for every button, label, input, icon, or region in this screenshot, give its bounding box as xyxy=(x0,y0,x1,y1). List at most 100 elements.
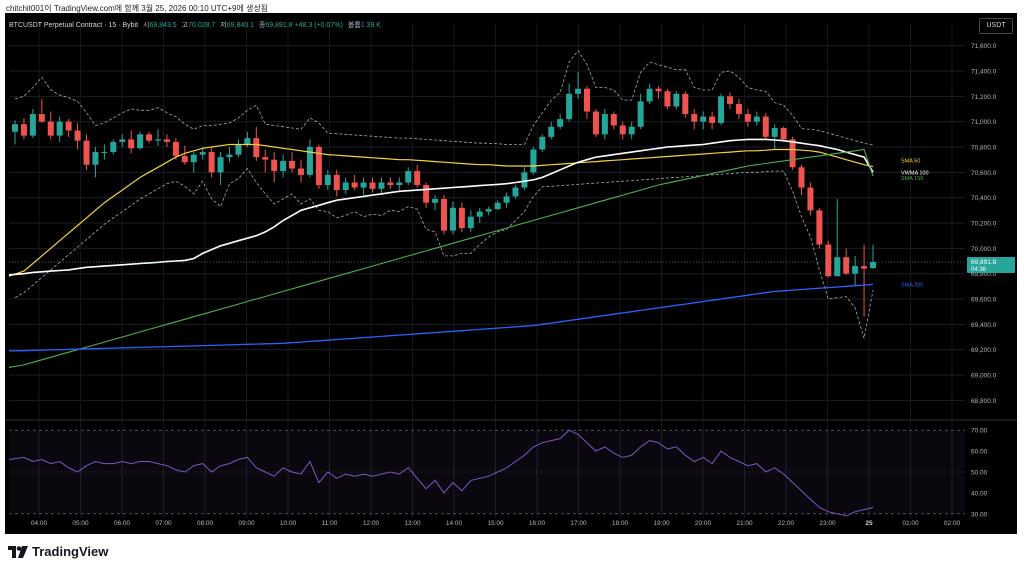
candle-body xyxy=(816,210,823,245)
volume-label: 볼륨 xyxy=(347,22,361,29)
price-tick-label: 69,200.0 xyxy=(971,347,997,354)
candle-body xyxy=(271,159,278,172)
time-tick-label: 10:00 xyxy=(280,520,297,527)
close-value: 69,891.8 xyxy=(265,22,293,29)
time-tick-label: 20:00 xyxy=(695,520,712,527)
candle-body xyxy=(566,93,573,120)
chart-svg[interactable]: 71,600.0 71,400.0 71,200.0 71,000.0 70,800.0… xyxy=(5,13,1017,534)
ma-label-sma300: SMA 300 xyxy=(901,282,923,288)
candle-body xyxy=(155,139,161,141)
time-tick-label: 05:00 xyxy=(72,520,89,527)
candle-body xyxy=(458,207,465,229)
rsi-tick-label: 60.00 xyxy=(971,449,988,456)
candle-body xyxy=(110,141,117,153)
low-label: 저 xyxy=(220,22,227,29)
candle-body xyxy=(56,121,63,136)
rsi-tick-label: 30.00 xyxy=(971,511,988,518)
candle-body xyxy=(315,147,322,185)
price-tick-label: 69,600.0 xyxy=(971,297,997,304)
time-tick-label: 14:00 xyxy=(446,520,463,527)
time-tick-label: 12:00 xyxy=(363,520,380,527)
candle-body xyxy=(771,128,778,137)
candle-body xyxy=(369,182,376,189)
candle-body xyxy=(190,154,197,163)
candle-body xyxy=(181,155,188,163)
candle-body xyxy=(342,182,349,191)
ohlc-legend: BTCUSDT Perpetual Contract · 15 · Bybit … xyxy=(9,20,381,30)
symbol-title[interactable]: BTCUSDT Perpetual Contract · 15 · Bybit xyxy=(9,22,139,29)
price-tick-label: 71,400.0 xyxy=(971,69,997,76)
candle-body xyxy=(92,152,99,165)
candle-body xyxy=(449,207,456,231)
ma-label-sma50: SMA 50 xyxy=(901,159,920,165)
time-tick-label: 16:00 xyxy=(529,520,546,527)
candle-body xyxy=(753,116,760,122)
candle-body xyxy=(65,121,72,131)
time-tick-label: 23:00 xyxy=(819,520,836,527)
candle-body xyxy=(727,96,733,104)
candle-body xyxy=(610,114,617,126)
tradingview-logo[interactable]: TradingView xyxy=(8,544,108,559)
candle-body xyxy=(199,152,206,155)
price-tick-label: 71,000.0 xyxy=(971,119,997,126)
candle-body xyxy=(253,138,260,158)
price-tick-label: 70,600.0 xyxy=(971,170,997,177)
price-tick-label: 70,000.0 xyxy=(971,246,997,253)
ma-line-vwma100 xyxy=(8,138,874,276)
candle-body xyxy=(709,116,716,123)
candle-body xyxy=(217,157,224,173)
candle-body xyxy=(700,116,707,122)
candle-body xyxy=(825,244,832,277)
time-tick-label: 07:00 xyxy=(155,520,172,527)
ma-line-sma50 xyxy=(8,143,874,277)
candle-body xyxy=(628,126,635,135)
candle-body xyxy=(289,160,296,169)
candle-body xyxy=(485,209,492,212)
high-value: 70,028.7 xyxy=(188,22,216,29)
time-tick-label: 25 xyxy=(865,520,873,527)
candle-body xyxy=(834,257,841,277)
band-upper-line xyxy=(14,50,874,146)
candle-body xyxy=(691,114,698,122)
candle-body xyxy=(852,266,859,274)
candle-body xyxy=(306,147,313,175)
candle-body xyxy=(396,182,403,185)
chart-panel[interactable]: 71,600.0 71,400.0 71,200.0 71,000.0 70,800.0… xyxy=(5,13,1017,534)
ma-line-sma150 xyxy=(8,148,874,368)
candle-body xyxy=(244,138,251,145)
candle-body xyxy=(378,182,385,189)
close-label: 종 xyxy=(258,22,266,29)
candle-body xyxy=(351,182,358,188)
volume-value: 1.39 K xyxy=(360,22,381,29)
price-tick-label: 70,400.0 xyxy=(971,195,997,202)
candle-body xyxy=(360,182,367,188)
ma-label-sma150: SMA 150 xyxy=(901,176,923,182)
candle-body xyxy=(128,139,135,149)
candle-body xyxy=(423,185,430,203)
time-tick-label: 06:00 xyxy=(114,520,131,527)
currency-button[interactable]: USDT xyxy=(979,18,1013,34)
rsi-tick-label: 50.00 xyxy=(971,470,988,477)
time-tick-label: 08:00 xyxy=(197,520,214,527)
candle-body xyxy=(557,119,564,127)
candle-body xyxy=(646,88,653,102)
candle-body xyxy=(441,198,447,231)
candle-body xyxy=(843,257,850,274)
candle-body xyxy=(521,172,528,188)
tradingview-logo-icon xyxy=(8,545,28,558)
candle-body xyxy=(83,140,90,165)
ma-line-sma300 xyxy=(8,283,874,352)
candle-body xyxy=(324,174,331,185)
candle-body xyxy=(298,168,304,175)
candle-body xyxy=(101,152,108,154)
candle-body xyxy=(208,152,215,173)
last-price-label: 69,891.8 xyxy=(971,259,997,266)
candle-body xyxy=(789,139,796,168)
candle-body xyxy=(592,111,599,135)
candle-body xyxy=(530,149,537,173)
time-tick-label: 19:00 xyxy=(653,520,670,527)
candle-body xyxy=(744,114,751,122)
candle-body xyxy=(807,187,814,211)
time-tick-label: 17:00 xyxy=(570,520,587,527)
candle-body xyxy=(584,88,590,112)
